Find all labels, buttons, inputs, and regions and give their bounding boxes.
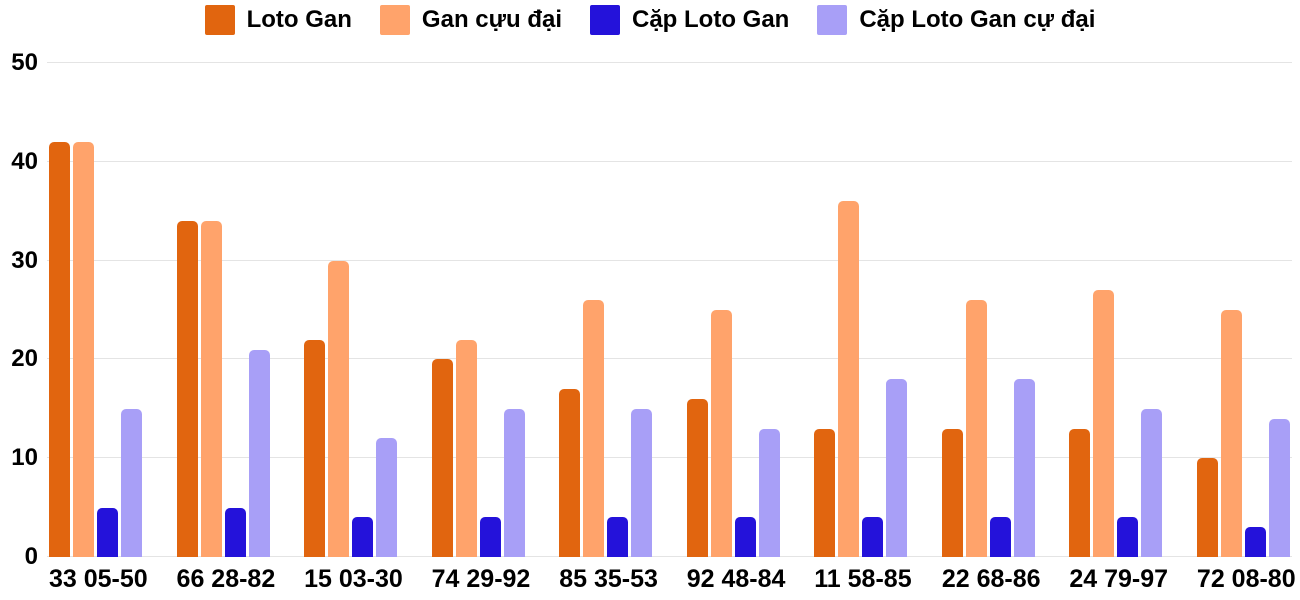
bar-series-2[interactable] [607,517,629,557]
y-axis-tick-label: 30 [11,246,38,274]
x-axis-category-label: 66 28-82 [176,565,276,593]
bar-series-0[interactable] [941,428,963,557]
plot-wrap: 0 10 20 30 40 50 [0,51,1300,569]
legend-swatch-icon [817,5,848,35]
gridline [47,259,1292,261]
bar-series-1[interactable] [200,221,222,557]
bar-series-0[interactable] [431,359,453,557]
plot-groups [47,63,1292,557]
bar-group-9 [1196,63,1290,557]
bar-series-1[interactable] [1220,310,1242,557]
bar-series-3[interactable] [1141,408,1163,557]
bar-series-3[interactable] [121,408,142,557]
legend-label: Cặp Loto Gan [632,6,790,33]
bar-series-3[interactable] [1268,418,1290,557]
bar-series-1[interactable] [328,260,350,557]
bar-series-0[interactable] [176,221,198,557]
bar-series-2[interactable] [734,517,756,557]
bar-series-1[interactable] [455,339,477,557]
x-axis-category-label: 74 29-92 [431,565,531,593]
bar-series-1[interactable] [838,201,860,557]
bar-series-1[interactable] [1093,290,1115,557]
bar-series-0[interactable] [49,142,70,557]
bar-group-7 [941,63,1035,557]
bar-group-0 [49,63,142,557]
x-axis-category-label: 92 48-84 [686,565,786,593]
bar-group-4 [559,63,653,557]
x-axis-category-label: 24 79-97 [1069,565,1169,593]
bar-series-2[interactable] [1244,527,1266,557]
legend-label: Gan cựu đại [421,6,562,33]
bar-series-3[interactable] [248,349,270,557]
legend-swatch-icon [590,5,620,35]
bar-series-0[interactable] [686,398,708,557]
chart-legend: Loto Gan Gan cựu đại Cặp Loto Gan Cặp Loto … [0,3,1300,37]
bar-group-2 [304,63,398,557]
bar-series-0[interactable] [559,389,581,557]
bar-group-8 [1069,63,1163,557]
bar-series-3[interactable] [503,408,525,557]
gridline [47,358,1292,360]
bar-series-3[interactable] [886,379,908,557]
bar-series-0[interactable] [1069,428,1091,557]
bar-series-2[interactable] [1117,517,1139,557]
bar-series-2[interactable] [224,507,246,557]
bar-series-1[interactable] [73,142,94,557]
y-axis-tick-label: 50 [11,49,38,76]
gridline [47,556,1292,557]
bar-group-1 [176,63,270,557]
bar-series-3[interactable] [631,408,653,557]
bar-series-3[interactable] [376,438,398,557]
y-axis-tick-label: 10 [11,444,38,472]
plot-area [47,62,1292,557]
bar-series-2[interactable] [352,517,374,557]
legend-item-2[interactable]: Cặp Loto Gan [590,5,789,35]
x-axis-category-label: 33 05-50 [49,565,148,593]
x-axis-category-label: 72 08-80 [1196,565,1296,593]
bar-group-5 [686,63,780,557]
bar-series-3[interactable] [1013,379,1035,557]
legend-item-1[interactable]: Gan cựu đại [379,5,562,35]
bar-series-0[interactable] [304,339,326,557]
y-axis-tick-label: 0 [24,543,38,570]
gridlines [47,62,1292,557]
bar-group-3 [431,63,525,557]
x-axis-category-label: 85 35-53 [559,565,658,593]
legend-item-0[interactable]: Loto Gan [204,5,352,35]
y-axis-tick-label: 20 [11,345,38,373]
x-axis-category-label: 11 58-85 [814,565,912,593]
bar-series-2[interactable] [989,517,1011,557]
legend-swatch-icon [204,5,235,35]
bar-series-1[interactable] [965,300,987,557]
bar-series-2[interactable] [479,517,501,557]
gridline [47,62,1292,63]
gridline [47,160,1292,162]
legend-label: Cặp Loto Gan cự đại [859,6,1096,33]
bar-series-3[interactable] [758,428,780,557]
bar-series-1[interactable] [583,300,605,557]
bar-series-0[interactable] [1196,458,1218,557]
x-labels: 33 05-50 66 28-82 15 03-30 74 29-92 85 35-53… [47,565,1296,594]
x-axis-category-label: 22 68-86 [941,565,1041,593]
bar-group-6 [814,63,908,557]
y-axis-tick-label: 40 [11,147,38,175]
bar-series-2[interactable] [97,507,118,557]
bar-series-1[interactable] [710,310,732,557]
y-axis: 0 10 20 30 40 50 [0,51,47,569]
bar-series-2[interactable] [862,517,884,557]
x-axis-category-label: 15 03-30 [304,565,403,593]
legend-item-3[interactable]: Cặp Loto Gan cự đại [817,5,1095,35]
legend-swatch-icon [379,5,410,35]
bar-series-0[interactable] [814,428,836,557]
gridline [47,457,1292,459]
legend-label: Loto Gan [246,6,352,33]
